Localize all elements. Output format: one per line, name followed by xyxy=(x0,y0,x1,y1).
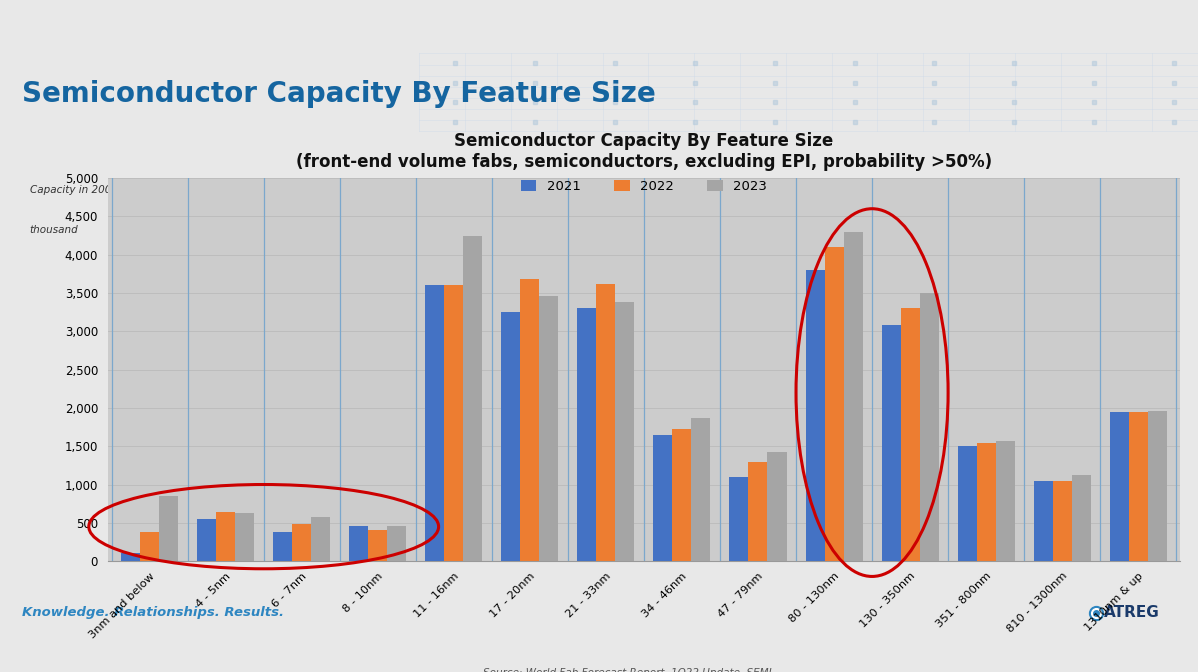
Text: Semiconductor Capacity By Feature Size: Semiconductor Capacity By Feature Size xyxy=(22,81,655,108)
Text: thousand: thousand xyxy=(30,225,79,235)
Bar xyxy=(1109,412,1129,561)
Bar xyxy=(843,232,863,561)
Bar xyxy=(1034,480,1053,561)
Bar xyxy=(159,496,179,561)
Bar xyxy=(824,247,843,561)
Bar xyxy=(444,286,464,561)
Bar xyxy=(1053,480,1072,561)
Bar xyxy=(216,512,235,561)
Bar xyxy=(976,443,996,561)
Title: Semiconductor Capacity By Feature Size
(front-end volume fabs, semiconductors, e: Semiconductor Capacity By Feature Size (… xyxy=(296,132,992,171)
Text: ATREG: ATREG xyxy=(1105,605,1160,620)
Bar xyxy=(577,308,597,561)
Bar xyxy=(957,446,976,561)
Bar xyxy=(882,325,901,561)
Bar xyxy=(597,284,616,561)
Bar xyxy=(121,554,140,561)
Bar xyxy=(749,462,768,561)
Bar xyxy=(901,308,920,561)
Bar xyxy=(425,286,444,561)
Bar xyxy=(691,418,710,561)
Text: Capacity in 200mm EQ WPM: Capacity in 200mm EQ WPM xyxy=(30,185,179,196)
Bar xyxy=(273,532,292,561)
Bar xyxy=(805,270,824,561)
Bar xyxy=(920,293,938,561)
Bar xyxy=(1148,411,1167,561)
Bar xyxy=(616,302,635,561)
Text: Source: World Fab Forecast Report, 1Q22 Update, SEMI: Source: World Fab Forecast Report, 1Q22 … xyxy=(483,669,772,672)
Bar xyxy=(1129,412,1148,561)
Bar xyxy=(672,429,691,561)
Bar xyxy=(140,532,159,561)
Bar xyxy=(350,526,368,561)
Bar xyxy=(520,279,539,561)
Bar xyxy=(730,477,749,561)
Legend: 2021, 2022, 2023: 2021, 2022, 2023 xyxy=(515,174,773,198)
Bar xyxy=(311,517,331,561)
Bar xyxy=(996,441,1015,561)
Bar xyxy=(768,452,787,561)
Bar xyxy=(368,530,387,561)
Bar xyxy=(539,296,558,561)
Bar xyxy=(292,524,311,561)
Bar xyxy=(235,513,254,561)
Bar xyxy=(464,235,483,561)
Text: Knowledge. Relationships. Results.: Knowledge. Relationships. Results. xyxy=(22,606,284,620)
Bar xyxy=(387,526,406,561)
Bar xyxy=(653,435,672,561)
Bar xyxy=(1072,474,1090,561)
Bar xyxy=(198,519,216,561)
Bar xyxy=(501,312,520,561)
